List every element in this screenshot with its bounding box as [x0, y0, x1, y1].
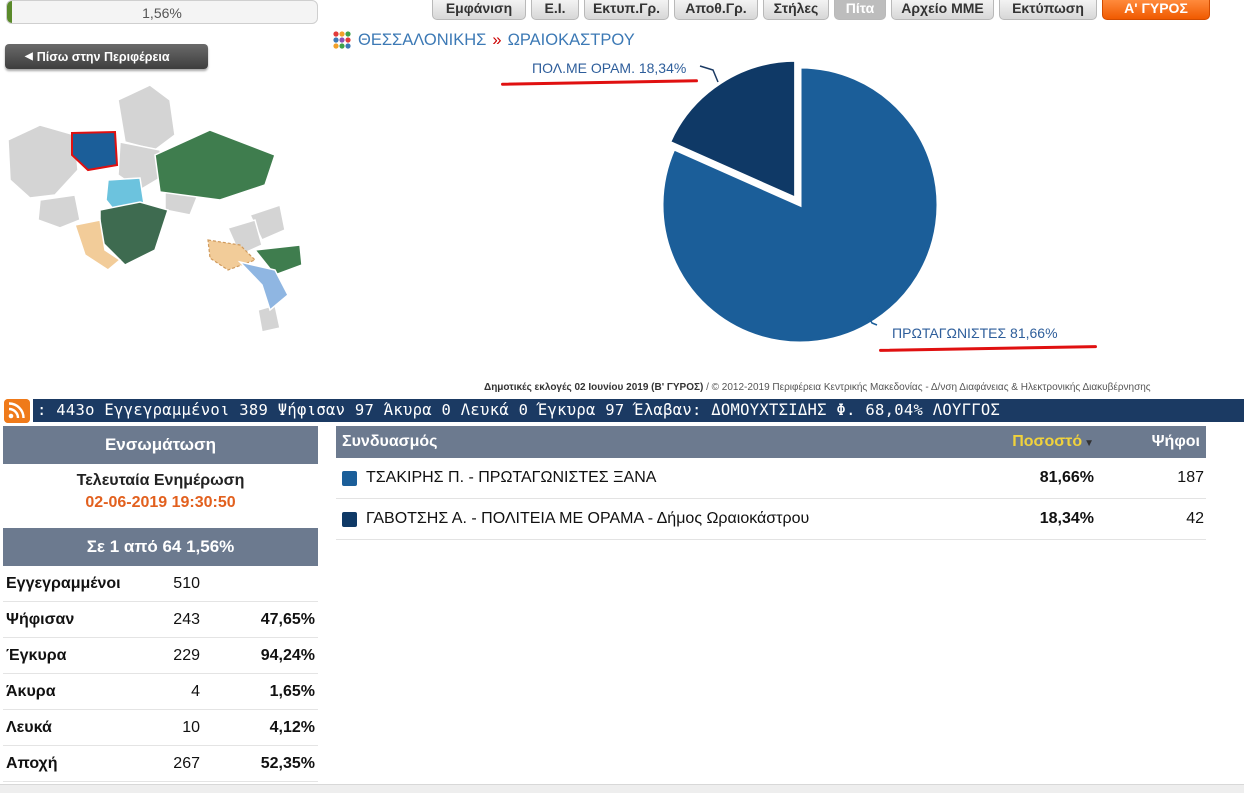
combination-percent: 18,34% [1039, 510, 1094, 527]
tab-ei[interactable]: Ε.Ι. [531, 0, 579, 20]
news-ticker: : 443ο Εγγεγραμμένοι 389 Ψήφισαν 97 Άκυρ… [33, 399, 1244, 422]
stat-value: 229 [173, 646, 200, 664]
chart-credit: Δημοτικές εκλογές 02 Ιουνίου 2019 (Β' ΓΥ… [484, 382, 1151, 393]
results-table: Συνδυασμός Ποσοστό ▼ Ψήφοι ΤΣΑΚΙΡΗΣ Π. - … [336, 426, 1206, 540]
polling-stations-count: Σε 1 από 64 1,56% [3, 528, 318, 566]
tab-save-graph[interactable]: Αποθ.Γρ. [674, 0, 758, 20]
stat-value: 267 [173, 754, 200, 772]
colorful-dots-icon [333, 31, 351, 49]
tab-print[interactable]: Εκτύπωση [999, 0, 1097, 20]
stat-value: 510 [173, 574, 200, 592]
stat-row: Λευκά 10 4,12% [3, 710, 318, 746]
combination-votes: 187 [1177, 469, 1204, 486]
selected-municipality[interactable] [71, 130, 119, 172]
back-to-region-button[interactable]: ◀ Πίσω στην Περιφέρεια [5, 44, 208, 69]
credit-bold: Δημοτικές εκλογές 02 Ιουνίου 2019 (Β' ΓΥ… [484, 382, 704, 393]
col-votes[interactable]: Ψήφοι [1151, 433, 1200, 450]
stat-label: Λευκά [6, 718, 52, 736]
table-row[interactable]: ΤΣΑΚΙΡΗΣ Π. - ΠΡΩΤΑΓΩΝΙΣΤΕΣ ΞΑΝΑ 81,66% 18… [336, 458, 1206, 499]
results-header: Συνδυασμός Ποσοστό ▼ Ψήφοι [336, 426, 1206, 458]
breadcrumb-separator: » [492, 30, 502, 49]
color-swatch [342, 470, 357, 486]
top-progress-bar: 1,56% [6, 0, 318, 24]
region-map[interactable] [0, 80, 320, 340]
sort-desc-icon: ▼ [1084, 438, 1094, 449]
breadcrumb: ΘΕΣΣΑΛΟΝΙΚΗΣ » ΩΡΑΙΟΚΑΣΤΡΟΥ [332, 30, 635, 50]
breadcrumb-region[interactable]: ΘΕΣΣΑΛΟΝΙΚΗΣ [358, 30, 487, 49]
stat-value: 243 [173, 610, 200, 628]
last-update: Τελευταία Ενημέρωση 02-06-2019 19:30:50 [3, 464, 318, 528]
toolbar-tabs: Εμφάνιση Ε.Ι. Εκτυπ.Γρ. Αποθ.Γρ. Στήλες … [432, 0, 1210, 20]
color-swatch [342, 511, 357, 527]
stat-row: Έγκυρα 229 94,24% [3, 638, 318, 674]
combination-votes: 42 [1186, 510, 1204, 527]
pie-label-large: ΠΡΩΤΑΓΩΝΙΣΤΕΣ 81,66% [892, 325, 1058, 341]
pie-slice[interactable] [660, 65, 940, 345]
back-button-label: Πίσω στην Περιφέρεια [36, 49, 170, 64]
tab-display[interactable]: Εμφάνιση [432, 0, 526, 20]
stat-label: Ψήφισαν [6, 610, 75, 628]
credit-rest: / © 2012-2019 Περιφέρεια Κεντρικής Μακεδ… [703, 382, 1151, 393]
tab-media-archive[interactable]: Αρχείο ΜΜΕ [891, 0, 994, 20]
progress-fill [7, 1, 12, 23]
tab-first-round[interactable]: Α' ΓΥΡΟΣ [1102, 0, 1210, 20]
stat-row: Άκυρα 4 1,65% [3, 674, 318, 710]
stat-label: Έγκυρα [6, 646, 67, 664]
leader-line [699, 65, 719, 83]
stat-percent: 52,35% [260, 754, 315, 772]
rss-icon[interactable] [4, 399, 30, 423]
stat-row: Εγγεγραμμένοι 510 [3, 566, 318, 602]
stat-percent: 47,65% [260, 610, 315, 628]
combination-name: ΓΑΒΟΤΣΗΣ Α. - ΠΟΛΙΤΕΙΑ ΜΕ ΟΡΑΜΑ - Δήμος … [366, 510, 810, 527]
results-rows: ΤΣΑΚΙΡΗΣ Π. - ΠΡΩΤΑΓΩΝΙΣΤΕΣ ΞΑΝΑ 81,66% 18… [336, 458, 1206, 540]
stats-table: Εγγεγραμμένοι 510 Ψήφισαν 243 47,65% Έγκυρα 22… [3, 566, 318, 782]
stat-label: Αποχή [6, 754, 58, 772]
pie-label-small: ΠΟΛ.ΜΕ ΟΡΑΜ. 18,34% [532, 60, 687, 76]
stat-value: 10 [182, 718, 200, 736]
col-combination[interactable]: Συνδυασμός [342, 433, 438, 450]
table-row[interactable]: ΓΑΒΟΤΣΗΣ Α. - ΠΟΛΙΤΕΙΑ ΜΕ ΟΡΑΜΑ - Δήμος … [336, 499, 1206, 540]
stat-label: Άκυρα [6, 682, 56, 700]
pie-slice[interactable] [667, 58, 798, 201]
progress-label: 1,56% [142, 5, 182, 21]
combination-name: ΤΣΑΚΙΡΗΣ Π. - ΠΡΩΤΑΓΩΝΙΣΤΕΣ ΞΑΝΑ [366, 469, 657, 486]
stat-value: 4 [191, 682, 200, 700]
breadcrumb-municipality: ΩΡΑΙΟΚΑΣΤΡΟΥ [507, 30, 635, 49]
col-percent-label: Ποσοστό [1012, 433, 1083, 450]
left-arrow-icon: ◀ [25, 51, 33, 62]
stat-label: Εγγεγραμμένοι [6, 574, 121, 592]
stat-row: Αποχή 267 52,35% [3, 746, 318, 782]
pie-chart-area: ΠΟΛ.ΜΕ ΟΡΑΜ. 18,34% ΠΡΩΤΑΓΩΝΙΣΤΕΣ 81,66% [320, 40, 1244, 390]
pie-chart [660, 58, 940, 345]
tab-pie[interactable]: Πίτα [834, 0, 886, 20]
stat-percent: 4,12% [269, 718, 315, 736]
leader-line [867, 315, 878, 326]
last-update-title: Τελευταία Ενημέρωση [76, 472, 245, 489]
stat-row: Ψήφισαν 243 47,65% [3, 602, 318, 638]
combination-percent: 81,66% [1039, 469, 1094, 486]
stat-percent: 94,24% [260, 646, 315, 664]
tab-columns[interactable]: Στήλες [763, 0, 829, 20]
last-update-datetime: 02-06-2019 19:30:50 [85, 494, 236, 511]
bottom-strip [0, 784, 1244, 793]
tab-print-graph[interactable]: Εκτυπ.Γρ. [584, 0, 669, 20]
stat-percent: 1,65% [269, 682, 315, 700]
col-percent[interactable]: Ποσοστό ▼ [966, 433, 1106, 451]
sidebar: Ενσωμάτωση Τελευταία Ενημέρωση 02-06-201… [3, 426, 318, 782]
sidebar-heading: Ενσωμάτωση [3, 426, 318, 464]
